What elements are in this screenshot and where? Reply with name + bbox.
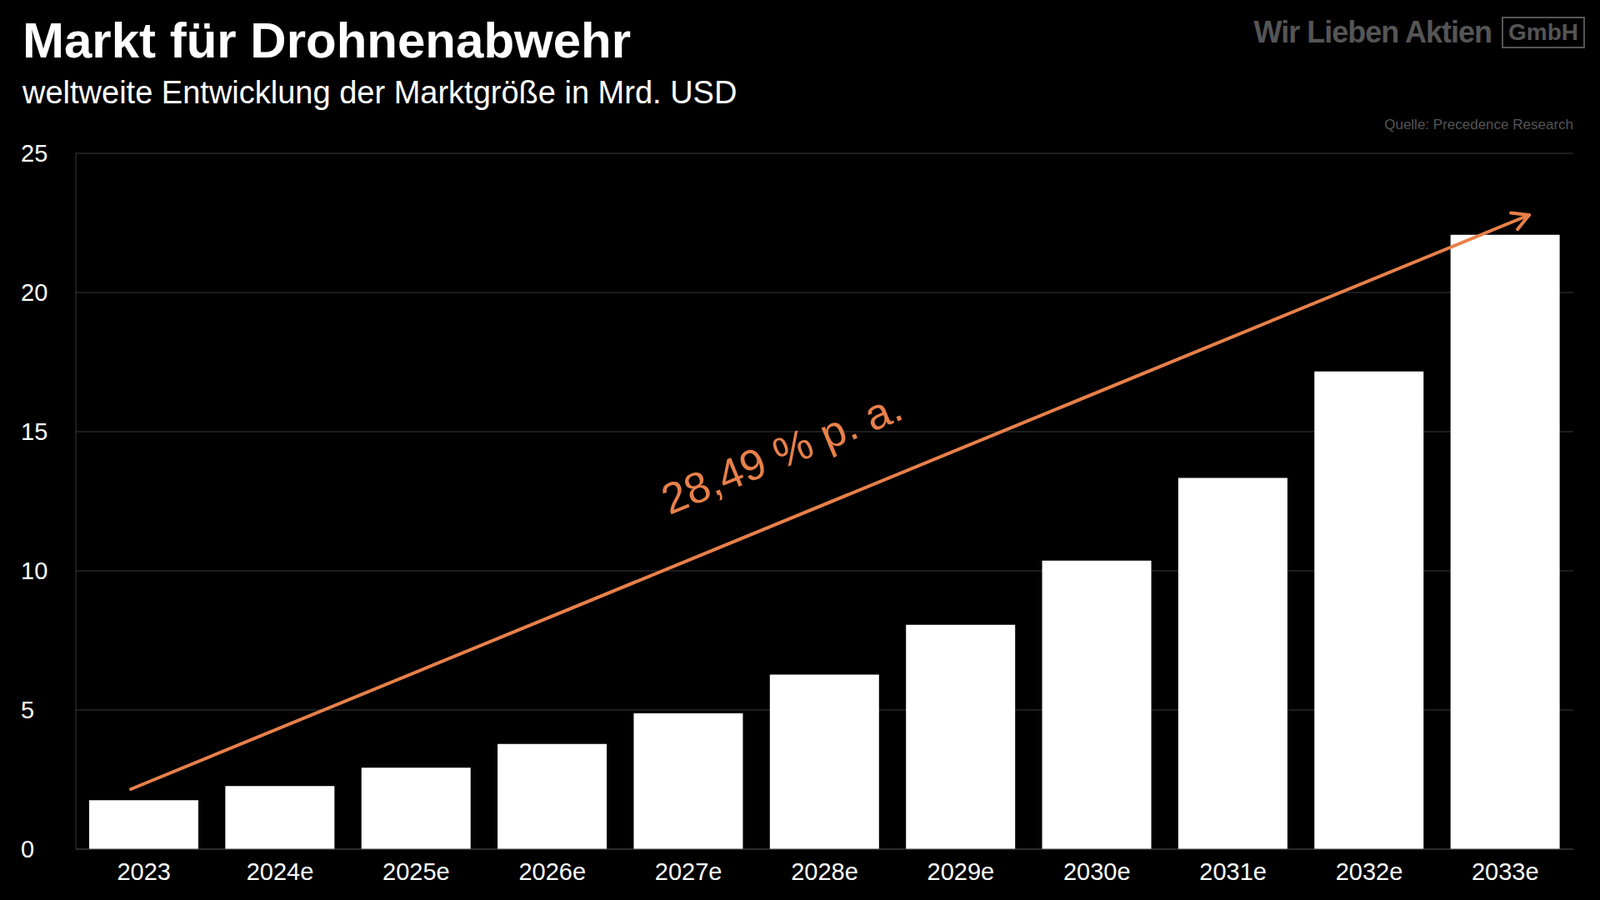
svg-text:2023: 2023	[116, 858, 171, 885]
svg-text:28,49 % p. a.: 28,49 % p. a.	[654, 381, 910, 524]
svg-text:2033e: 2033e	[1471, 858, 1540, 885]
svg-text:5: 5	[20, 696, 35, 724]
svg-text:0: 0	[20, 835, 35, 863]
html-text:GmbH: GmbH	[1508, 19, 1579, 45]
html-text:Markt für Drohnenabwehr: Markt für Drohnenabwehr	[22, 12, 631, 69]
svg-text:10: 10	[20, 557, 48, 585]
svg-text:2028e: 2028e	[790, 858, 859, 885]
svg-text:2027e: 2027e	[655, 858, 723, 885]
svg-text:2032e: 2032e	[1335, 858, 1404, 885]
svg-text:2025e: 2025e	[382, 858, 450, 885]
svg-text:25: 25	[20, 140, 48, 167]
svg-text:20: 20	[20, 279, 48, 306]
svg-text:2024e: 2024e	[246, 858, 315, 885]
svg-text:2030e: 2030e	[1063, 858, 1131, 885]
svg-text:2031e: 2031e	[1199, 858, 1267, 885]
html-text:Wir Lieben Aktien: Wir Lieben Aktien	[1253, 15, 1492, 50]
svg-text:2026e: 2026e	[518, 858, 586, 885]
svg-text:15: 15	[20, 418, 48, 445]
html-text:Quelle: Precedence Research: Quelle: Precedence Research	[1384, 116, 1574, 133]
html-text:weltweite Entwicklung der Mark: weltweite Entwicklung der Marktgröße in …	[22, 75, 737, 110]
svg-text:2029e: 2029e	[927, 858, 995, 885]
